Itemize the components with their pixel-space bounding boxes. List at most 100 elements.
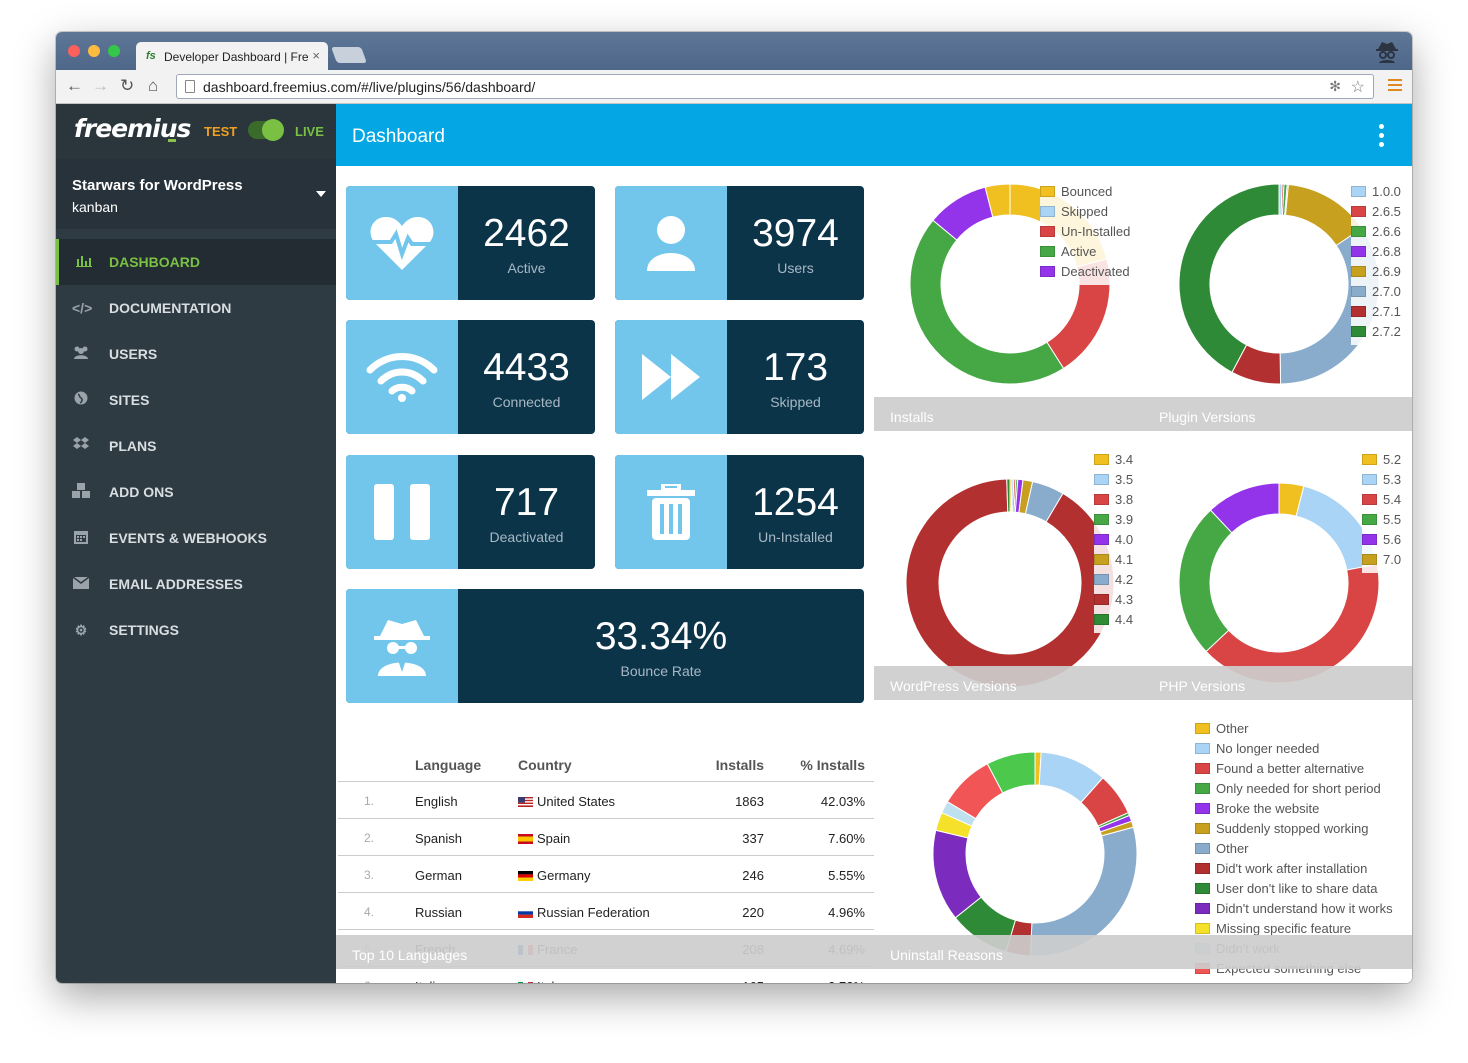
legend-item[interactable]: No longer needed	[1195, 742, 1393, 762]
legend-item[interactable]: User don't like to share data	[1195, 882, 1393, 902]
table-row[interactable]: 1. English United States 1863 42.03%	[338, 782, 874, 819]
extension-gear-icon[interactable]: ✻	[1329, 78, 1341, 94]
slice-7[interactable]	[1178, 183, 1280, 373]
legend-item[interactable]: Broke the website	[1195, 802, 1393, 822]
legend-swatch	[1351, 266, 1366, 277]
plugin-selector[interactable]: Starwars for WordPress kanban	[56, 159, 336, 229]
slice-2[interactable]	[909, 219, 1065, 385]
legend-item[interactable]: 3.4	[1094, 453, 1133, 473]
stat-card-uninstalled[interactable]: 1254 Un-Installed	[615, 455, 864, 569]
stat-card-connected[interactable]: 4433 Connected	[346, 320, 595, 434]
stat-card-deactivated[interactable]: 717 Deactivated	[346, 455, 595, 569]
legend-item[interactable]: 1.0.0	[1351, 185, 1401, 205]
legend-label: No longer needed	[1216, 741, 1320, 756]
legend-item[interactable]: 2.7.0	[1351, 285, 1401, 305]
legend-item[interactable]: Active	[1040, 245, 1130, 265]
legend-label: Missing specific feature	[1216, 921, 1352, 936]
legend-item[interactable]: 2.7.2	[1351, 325, 1401, 345]
slice-2[interactable]	[1205, 563, 1380, 684]
new-tab-button[interactable]	[331, 47, 367, 63]
legend-item[interactable]: 2.6.8	[1351, 245, 1401, 265]
installs-chart-title: Installs	[890, 409, 934, 425]
stat-card-skipped[interactable]: 173 Skipped	[615, 320, 864, 434]
sidebar-item-plans[interactable]: PLANS	[56, 423, 336, 469]
legend-item[interactable]: 3.9	[1094, 513, 1133, 533]
slice-8[interactable]	[1006, 478, 1011, 513]
legend-item[interactable]: Other	[1195, 842, 1393, 862]
close-window-button[interactable]	[68, 45, 80, 57]
legend-item[interactable]: Other	[1195, 722, 1393, 742]
browser-tab[interactable]: fs Developer Dashboard | Fre ×	[136, 42, 328, 70]
stat-card-active[interactable]: 2462 Active	[346, 186, 595, 300]
legend-item[interactable]: Found a better alternative	[1195, 762, 1393, 782]
sidebar-item-users[interactable]: USERS	[56, 331, 336, 377]
reload-icon[interactable]: ↻	[120, 76, 135, 95]
legend-item[interactable]: Missing specific feature	[1195, 922, 1393, 942]
bookmark-star-icon[interactable]: ☆	[1350, 79, 1365, 96]
legend-item[interactable]: Didn't understand how it works	[1195, 902, 1393, 922]
stat-card-users[interactable]: 3974 Users	[615, 186, 864, 300]
home-icon[interactable]: ⌂	[148, 76, 159, 95]
sidebar-item-dashboard[interactable]: DASHBOARD	[56, 239, 336, 285]
legend-item[interactable]: 2.6.6	[1351, 225, 1401, 245]
legend-item[interactable]: 3.5	[1094, 473, 1133, 493]
legend-item[interactable]: 5.3	[1362, 473, 1401, 493]
column-header-country[interactable]: Country	[518, 757, 572, 773]
sidebar-item-settings[interactable]: ⚙ SETTINGS	[56, 607, 336, 653]
legend-item[interactable]: 5.6	[1362, 533, 1401, 553]
back-icon[interactable]: ←	[66, 76, 83, 95]
slice-13[interactable]	[986, 751, 1036, 794]
more-options-icon[interactable]	[1379, 124, 1384, 151]
legend-item[interactable]: 5.2	[1362, 453, 1401, 473]
stat-card-bounce-rate[interactable]: 33.34% Bounce Rate	[346, 589, 864, 703]
legend-item[interactable]: Only needed for short period	[1195, 782, 1393, 802]
slice-3[interactable]	[1178, 509, 1233, 653]
legend-item[interactable]: 4.2	[1094, 573, 1133, 593]
address-bar[interactable]: dashboard.freemius.com/#/live/plugins/56…	[176, 74, 1374, 99]
legend-item[interactable]: 4.4	[1094, 613, 1133, 633]
tab-close-icon[interactable]: ×	[312, 48, 320, 63]
minimize-window-button[interactable]	[88, 45, 100, 57]
fast-forward-icon	[642, 354, 700, 400]
sidebar-item-documentation[interactable]: </> DOCUMENTATION	[56, 285, 336, 331]
legend-label: Un-Installed	[1061, 224, 1131, 239]
browser-menu-icon[interactable]	[1388, 79, 1402, 93]
row-rank: 6.	[364, 979, 374, 983]
legend-item[interactable]: 4.0	[1094, 533, 1133, 553]
row-pct: 4.96%	[828, 905, 865, 920]
legend-item[interactable]: Did't work after installation	[1195, 862, 1393, 882]
table-row[interactable]: 4. Russian Russian Federation 220 4.96%	[338, 893, 874, 930]
legend-item[interactable]: 3.8	[1094, 493, 1133, 513]
forward-icon[interactable]: →	[92, 76, 109, 95]
legend-item[interactable]: Suddenly stopped working	[1195, 822, 1393, 842]
sidebar-item-sites[interactable]: SITES	[56, 377, 336, 423]
table-row[interactable]: 2. Spanish Spain 337 7.60%	[338, 819, 874, 856]
slice-4[interactable]	[1209, 482, 1280, 534]
column-header-language[interactable]: Language	[415, 757, 482, 773]
column-header-installs[interactable]: Installs	[715, 757, 764, 773]
legend-swatch	[1351, 246, 1366, 257]
legend-item[interactable]: 4.3	[1094, 593, 1133, 613]
table-row[interactable]: 3. German Germany 246 5.55%	[338, 856, 874, 893]
legend-item[interactable]: Un-Installed	[1040, 225, 1130, 245]
legend-item[interactable]: 7.0	[1362, 553, 1401, 573]
legend-item[interactable]: 2.7.1	[1351, 305, 1401, 325]
sidebar-item-events-webhooks[interactable]: EVENTS & WEBHOOKS	[56, 515, 336, 561]
legend-item[interactable]: 2.6.5	[1351, 205, 1401, 225]
sidebar-item-add-ons[interactable]: ADD ONS	[56, 469, 336, 515]
sidebar-item-label: ADD ONS	[109, 484, 174, 500]
table-row[interactable]: 6. Italian Italy 165 3.72%	[338, 967, 874, 983]
slice-4[interactable]	[984, 183, 1011, 218]
legend-item[interactable]: 5.4	[1362, 493, 1401, 513]
legend-item[interactable]: Deactivated	[1040, 265, 1130, 285]
legend-item[interactable]: 2.6.9	[1351, 265, 1401, 285]
mode-toggle[interactable]	[248, 119, 284, 141]
legend-item[interactable]: 4.1	[1094, 553, 1133, 573]
zoom-window-button[interactable]	[108, 45, 120, 57]
sidebar-item-email-addresses[interactable]: EMAIL ADDRESSES	[56, 561, 336, 607]
legend-item[interactable]: Skipped	[1040, 205, 1130, 225]
slice-7[interactable]	[905, 478, 1115, 688]
legend-item[interactable]: 5.5	[1362, 513, 1401, 533]
legend-item[interactable]: Bounced	[1040, 185, 1130, 205]
column-header-pct[interactable]: % Installs	[800, 757, 865, 773]
